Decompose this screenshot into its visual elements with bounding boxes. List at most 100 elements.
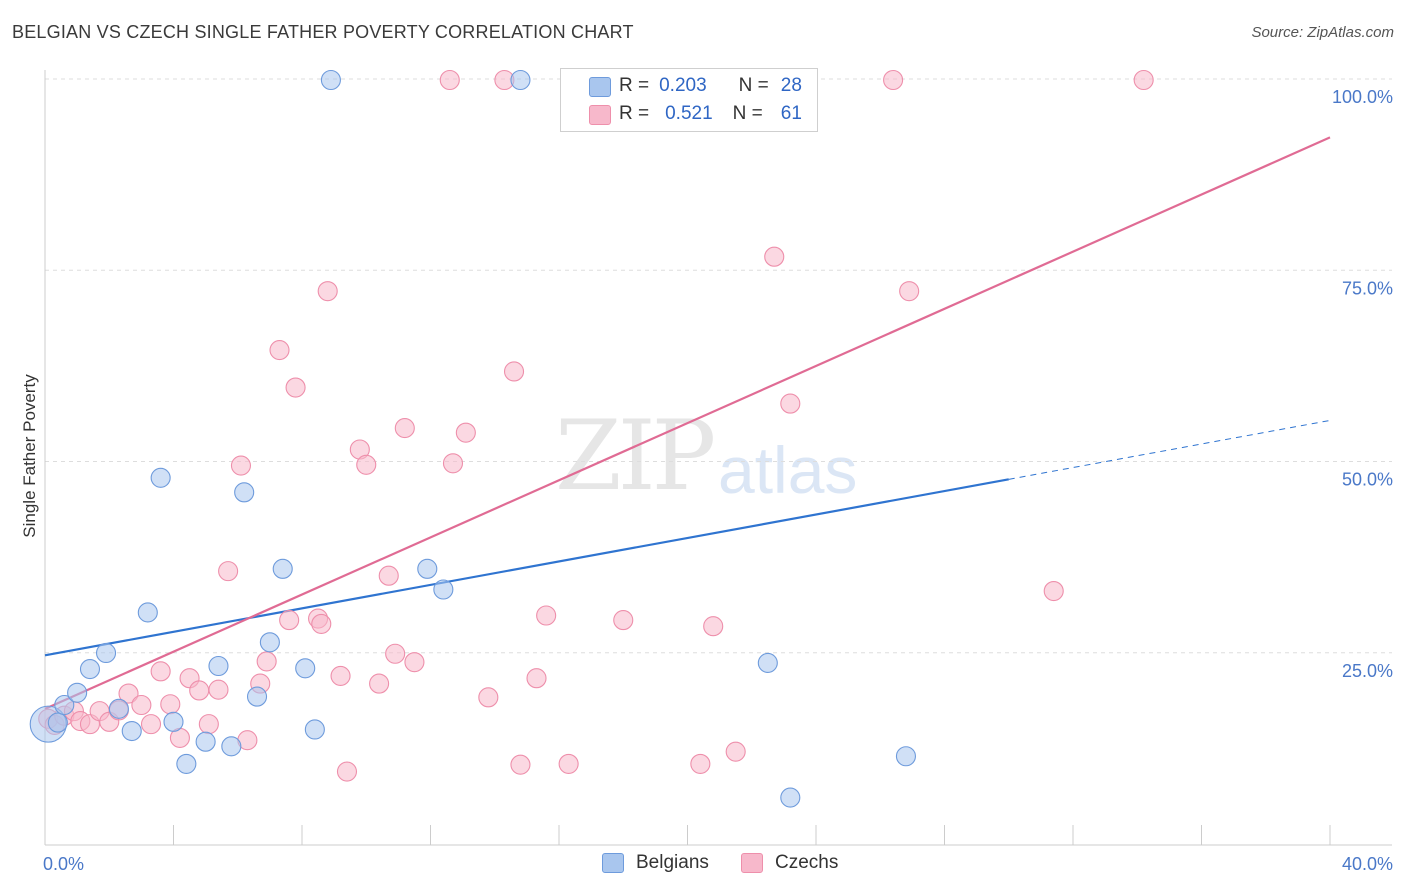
point-belgians bbox=[108, 698, 129, 719]
point-czechs bbox=[899, 281, 920, 302]
trend-lines bbox=[44, 136, 1331, 710]
point-belgians bbox=[510, 69, 531, 91]
point-czechs bbox=[317, 281, 338, 302]
point-czechs bbox=[764, 246, 785, 267]
point-czechs bbox=[336, 761, 358, 782]
point-belgians bbox=[895, 746, 917, 767]
point-czechs bbox=[189, 680, 210, 701]
point-czechs bbox=[442, 453, 464, 474]
point-czechs bbox=[218, 561, 239, 582]
legend-row-belgians: R = 0.203 N = 28 bbox=[619, 73, 802, 99]
point-czechs bbox=[703, 616, 724, 637]
point-czechs bbox=[140, 714, 162, 735]
point-czechs bbox=[356, 454, 377, 475]
legend-r-value: 0.203 bbox=[659, 75, 707, 96]
point-czechs bbox=[394, 418, 415, 439]
point-czechs bbox=[311, 613, 332, 634]
bottom-swatch-czechs bbox=[741, 853, 763, 873]
point-czechs bbox=[160, 694, 181, 715]
point-czechs bbox=[526, 668, 547, 689]
point-belgians bbox=[195, 731, 216, 752]
bottom-swatch-belgians bbox=[602, 853, 624, 873]
data-points bbox=[29, 69, 1154, 808]
point-czechs bbox=[510, 754, 531, 775]
point-belgians bbox=[163, 711, 184, 732]
point-czechs bbox=[269, 339, 290, 361]
point-belgians bbox=[150, 467, 171, 488]
point-belgians bbox=[234, 482, 255, 503]
point-belgians bbox=[54, 694, 75, 716]
point-belgians bbox=[304, 719, 325, 740]
point-belgians bbox=[757, 652, 778, 673]
point-belgians bbox=[47, 712, 68, 733]
legend-swatch-czechs bbox=[589, 105, 611, 125]
legend-n-value: 28 bbox=[780, 75, 802, 96]
legend-r-label: R = bbox=[619, 103, 650, 124]
point-czechs bbox=[883, 69, 904, 91]
point-belgians bbox=[417, 558, 438, 579]
chart-title: BELGIAN VS CZECH SINGLE FATHER POVERTY C… bbox=[12, 22, 634, 42]
y-tick-label: 25.0% bbox=[1342, 661, 1393, 681]
trend-line-belgians bbox=[44, 478, 1009, 657]
bottom-legend-belgians: Belgians bbox=[602, 852, 709, 874]
legend-n-label: N = bbox=[738, 75, 769, 96]
y-tick-label: 75.0% bbox=[1342, 278, 1393, 298]
point-belgians bbox=[295, 658, 316, 679]
source-label: Source: ZipAtlas.com bbox=[1251, 24, 1394, 41]
correlation-legend: R = 0.203 N = 28 R = 0.521 N = 61 bbox=[560, 68, 818, 132]
bottom-label-czechs: Czechs bbox=[775, 852, 839, 873]
watermark-zip: ZIP bbox=[555, 400, 716, 512]
point-czechs bbox=[503, 361, 525, 382]
point-belgians bbox=[208, 655, 229, 677]
legend-n-label: N = bbox=[732, 103, 763, 124]
point-czechs bbox=[256, 651, 277, 672]
grid-lines bbox=[45, 78, 1392, 654]
point-belgians bbox=[79, 658, 101, 680]
legend-r-value: 0.521 bbox=[665, 103, 713, 124]
legend-swatch-belgians bbox=[589, 77, 611, 97]
point-belgians bbox=[221, 736, 242, 757]
trend-extension-belgians bbox=[1008, 419, 1331, 480]
point-belgians bbox=[780, 787, 801, 808]
point-czechs bbox=[208, 679, 229, 700]
point-czechs bbox=[279, 610, 300, 631]
point-czechs bbox=[690, 753, 711, 774]
point-czechs bbox=[725, 741, 746, 762]
point-czechs bbox=[118, 683, 139, 704]
legend-n-value: 61 bbox=[780, 103, 802, 124]
point-belgians bbox=[433, 579, 454, 600]
legend-row-czechs: R = 0.521 N = 61 bbox=[619, 101, 802, 127]
y-tick-label: 50.0% bbox=[1342, 470, 1393, 490]
point-czechs bbox=[613, 610, 634, 631]
bottom-label-belgians: Belgians bbox=[636, 852, 709, 873]
point-belgians bbox=[95, 642, 117, 664]
point-czechs bbox=[1043, 580, 1064, 602]
point-czechs bbox=[385, 643, 406, 664]
x-tick-label: 40.0% bbox=[1342, 854, 1393, 874]
point-czechs bbox=[439, 69, 460, 91]
point-czechs bbox=[780, 393, 801, 414]
point-czechs bbox=[369, 673, 390, 694]
point-belgians bbox=[121, 720, 142, 742]
legend-r-label: R = bbox=[619, 75, 650, 96]
point-belgians bbox=[176, 753, 197, 774]
point-belgians bbox=[67, 682, 88, 703]
point-czechs bbox=[198, 714, 219, 735]
axes bbox=[44, 70, 1392, 846]
x-tick-label: 0.0% bbox=[43, 854, 84, 874]
point-czechs bbox=[536, 605, 557, 626]
bottom-legend-czechs: Czechs bbox=[741, 852, 838, 874]
point-czechs bbox=[150, 661, 171, 682]
point-belgians bbox=[259, 632, 280, 653]
point-belgians bbox=[272, 558, 293, 579]
point-czechs bbox=[131, 694, 152, 716]
point-belgians bbox=[320, 69, 341, 91]
point-czechs bbox=[478, 687, 499, 708]
tick-labels: 25.0% 50.0% 75.0% 100.0% 0.0% 40.0% bbox=[43, 87, 1393, 874]
point-czechs bbox=[558, 753, 579, 774]
trend-line-czechs bbox=[44, 136, 1331, 710]
y-tick-label: 100.0% bbox=[1332, 87, 1393, 107]
point-czechs bbox=[1133, 69, 1154, 91]
point-czechs bbox=[455, 422, 476, 443]
